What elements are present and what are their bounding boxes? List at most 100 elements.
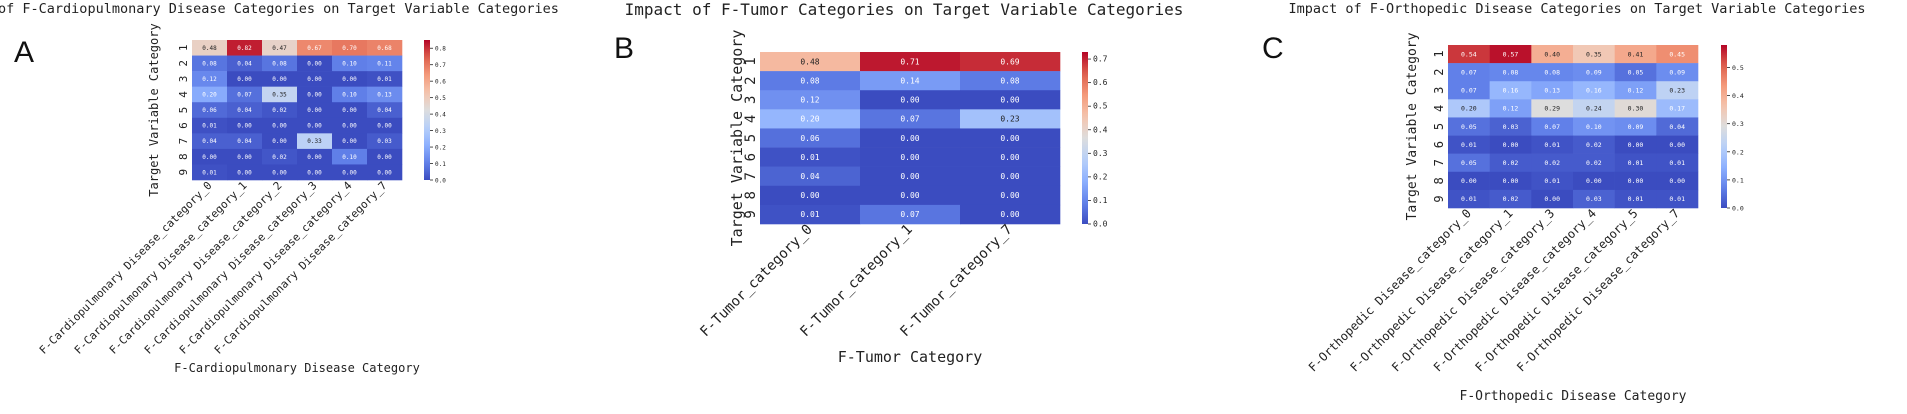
heatmap-cell — [760, 109, 861, 129]
cell-value-label: 0.82 — [237, 45, 252, 52]
heatmap-cell — [960, 185, 1061, 206]
cell-value-label: 0.08 — [1000, 76, 1019, 85]
cell-value-label: 0.16 — [1503, 87, 1519, 95]
heatmap-cell — [1656, 81, 1699, 100]
heatmap-cell — [960, 71, 1061, 91]
y-axis-label: Target Variable Category — [728, 30, 746, 247]
cell-value-label: 0.10 — [342, 154, 357, 161]
heatmap-cell — [1531, 45, 1574, 64]
heatmap-cell — [960, 204, 1061, 225]
heatmap-cell — [367, 40, 403, 56]
heatmap-cell — [960, 109, 1061, 129]
heatmap-cell — [760, 204, 861, 225]
cell-value-label: 0.24 — [1586, 105, 1602, 113]
heatmap-panel-a: Impact of F-Cardiopulmonary Disease Cate… — [0, 1, 559, 375]
cell-value-label: 0.00 — [1586, 177, 1602, 185]
cell-value-label: 0.12 — [1628, 87, 1644, 95]
heatmap-cell — [367, 55, 403, 72]
y-tick-label: 1 — [1432, 50, 1446, 57]
heatmap-cell — [227, 71, 263, 87]
heatmap-cell — [192, 86, 228, 103]
heatmap-cell — [192, 117, 228, 134]
heatmap-cell — [1656, 153, 1699, 173]
y-tick-label: 9 — [743, 210, 759, 218]
heatmap-cell — [297, 164, 333, 181]
heatmap-cell — [332, 71, 368, 87]
cell-value-label: 0.00 — [237, 76, 252, 83]
cell-value-label: 0.02 — [1503, 195, 1519, 203]
cell-value-label: 0.00 — [377, 169, 392, 176]
y-tick-label: 8 — [1432, 177, 1446, 184]
heatmap-cell — [262, 55, 298, 72]
heatmap-cell — [367, 117, 403, 134]
y-tick-label: 2 — [177, 60, 190, 67]
cell-value-label: 0.00 — [307, 60, 322, 67]
cell-value-label: 0.00 — [377, 123, 392, 130]
cell-value-label: 0.00 — [900, 172, 919, 181]
cell-value-label: 0.35 — [1586, 50, 1602, 58]
cell-value-label: 0.00 — [307, 107, 322, 114]
heatmap-cell — [227, 164, 263, 181]
heatmap-cell — [192, 40, 228, 56]
x-tick-label: F-Tumor_category_7 — [897, 222, 1016, 341]
heatmap-cell — [367, 133, 403, 150]
heatmap-cell — [297, 55, 333, 72]
y-tick-label: 9 — [177, 169, 190, 176]
heatmap-cell — [1573, 63, 1615, 82]
heatmap-cell — [1489, 117, 1532, 136]
heatmap-cell — [1614, 135, 1657, 154]
heatmap-cell — [297, 102, 333, 119]
cell-value-label: 0.48 — [800, 57, 819, 66]
heatmap-cell — [1614, 45, 1657, 64]
heatmap-cell — [1489, 171, 1532, 191]
x-axis-label: F-Tumor Category — [838, 348, 983, 366]
heatmap-cell — [860, 90, 961, 110]
y-tick-label: 7 — [1432, 159, 1446, 166]
heatmap-cell — [192, 148, 228, 165]
cell-value-label: 0.70 — [342, 45, 357, 52]
cell-value-label: 0.40 — [1544, 50, 1560, 58]
heatmap-cell — [332, 86, 368, 103]
colorbar-tick-label: 0.1 — [1093, 196, 1108, 205]
cell-value-label: 0.00 — [1000, 153, 1019, 162]
x-axis-label: F-Orthopedic Disease Category — [1460, 389, 1687, 404]
cell-value-label: 0.00 — [342, 107, 357, 114]
heatmap-cell — [860, 52, 961, 72]
y-tick-label: 1 — [177, 44, 190, 51]
cell-value-label: 0.00 — [1461, 177, 1477, 185]
heatmap-cell — [1489, 81, 1532, 100]
heatmap-cell — [1531, 189, 1574, 209]
y-tick-label: 7 — [177, 138, 190, 145]
x-axis-label: F-Cardiopulmonary Disease Category — [174, 361, 420, 375]
heatmap-cell — [192, 55, 228, 72]
colorbar-tick-label: 0.2 — [1093, 172, 1108, 181]
cell-value-label: 0.00 — [272, 169, 287, 176]
heatmap-cell — [1448, 81, 1490, 100]
heatmap-cell — [1573, 171, 1615, 191]
y-tick-label: 8 — [177, 153, 190, 160]
y-tick-label: 3 — [1432, 87, 1446, 94]
y-tick-label: 1 — [743, 57, 759, 65]
cell-value-label: 0.30 — [1628, 105, 1644, 113]
y-axis-label: Target Variable Category — [1405, 32, 1420, 220]
cell-value-label: 0.00 — [237, 169, 252, 176]
heatmap-cell — [1656, 117, 1699, 136]
heatmap-cell — [262, 102, 298, 119]
heatmap-cell — [1448, 153, 1490, 173]
heatmap-cell — [1656, 189, 1699, 209]
heatmap-cell — [1573, 81, 1615, 100]
cell-value-label: 0.00 — [1000, 191, 1019, 200]
cell-value-label: 0.23 — [1000, 115, 1019, 124]
heatmap-cell — [262, 164, 298, 181]
cell-value-label: 0.10 — [342, 92, 357, 99]
cell-value-label: 0.41 — [1628, 50, 1644, 58]
colorbar-tick-label: 0.0 — [435, 178, 446, 185]
heatmap-cell — [262, 40, 298, 56]
heatmap-panel-c: Impact of F-Orthopedic Disease Categorie… — [1262, 1, 1866, 404]
heatmap-cell — [1573, 45, 1615, 64]
cell-value-label: 0.04 — [800, 172, 819, 181]
colorbar-tick-label: 0.4 — [1093, 125, 1108, 134]
cell-value-label: 0.01 — [202, 169, 217, 176]
